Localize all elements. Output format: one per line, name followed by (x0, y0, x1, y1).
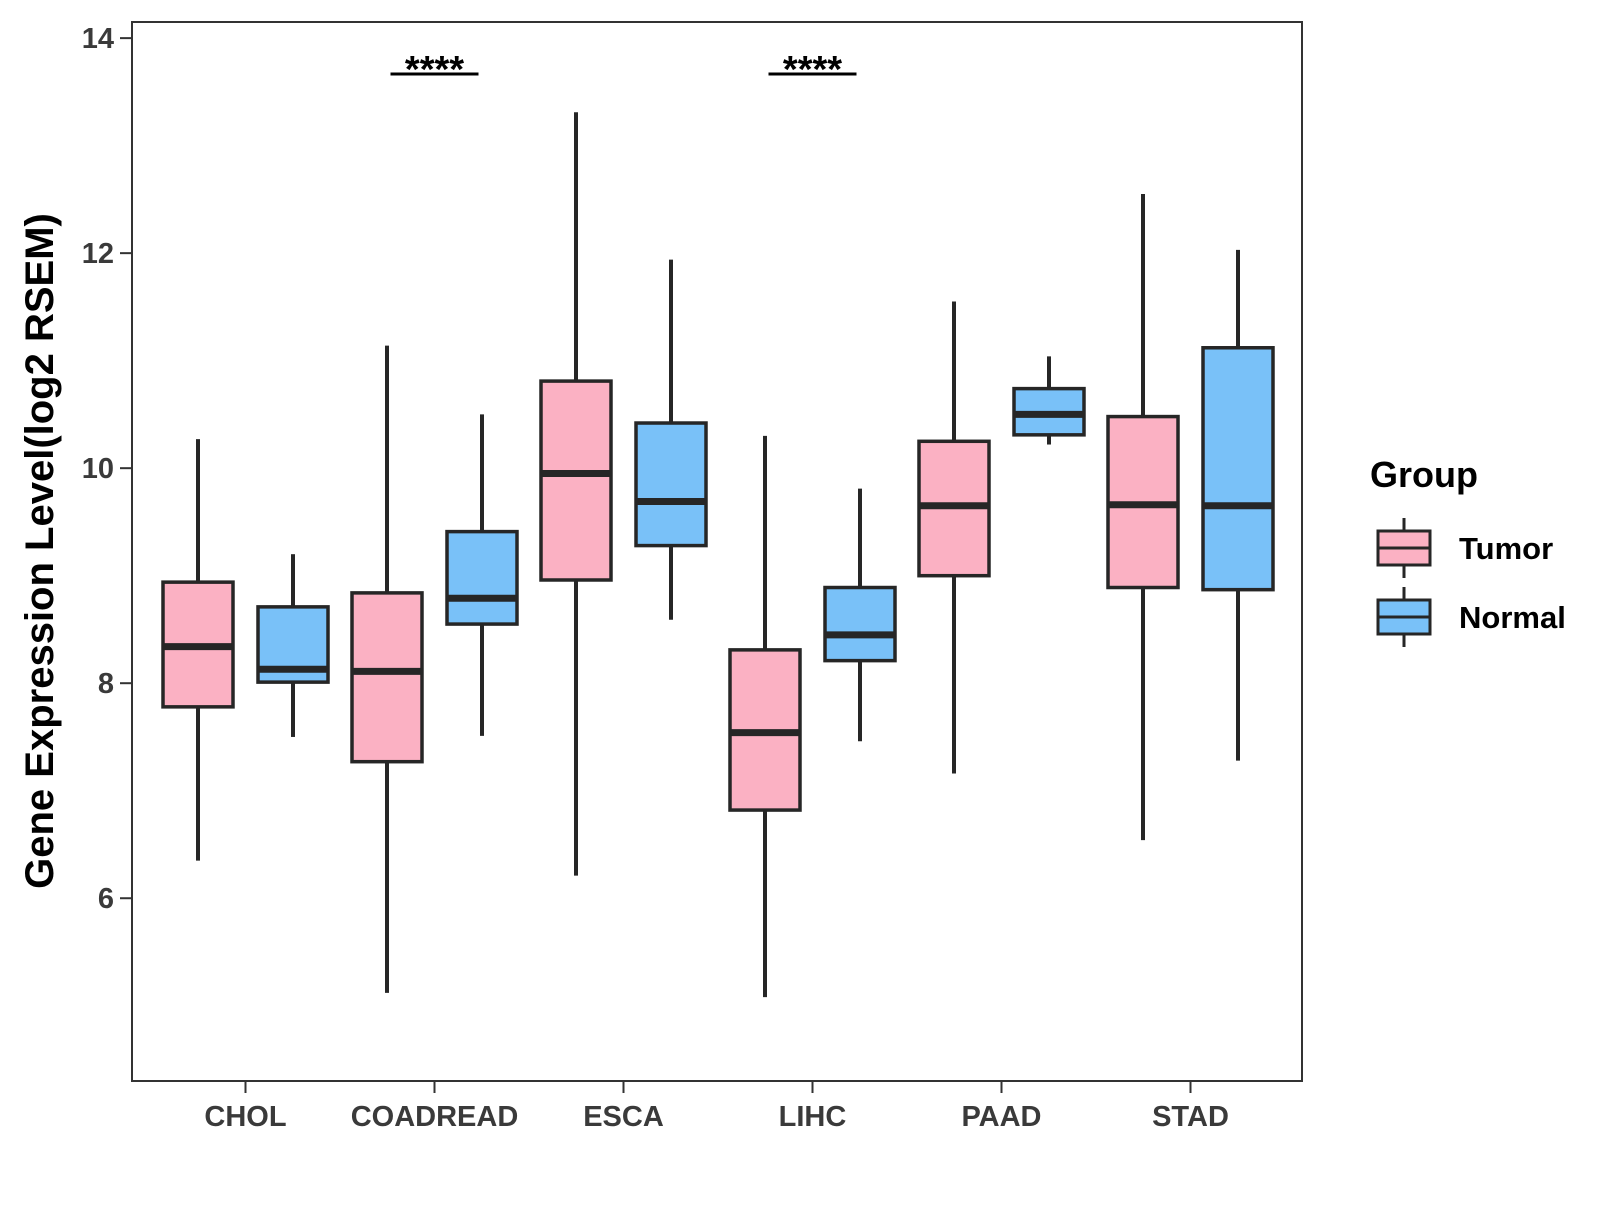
y-tick-label-12: 12 (82, 238, 114, 270)
y-tick-label-14: 14 (82, 23, 114, 55)
box-body-normal-esca (634, 421, 708, 548)
box-body-normal-lihc (823, 585, 897, 663)
legend-label-normal: Normal (1459, 600, 1566, 635)
legend-title: Group (1370, 454, 1478, 495)
x-tick-label-esca: ESCA (583, 1101, 664, 1133)
box-body-tumor-coadread (350, 591, 424, 764)
y-axis-title: Gene Expression Level(log2 RSEM) (18, 213, 62, 889)
box-tumor-esca (539, 112, 613, 876)
box-tumor-stad (1106, 194, 1180, 841)
box-body-normal-coadread (445, 529, 519, 626)
box-normal-paad (1012, 356, 1086, 445)
legend: Group Tumor Normal (1370, 454, 1566, 647)
box-body-normal-stad (1201, 346, 1275, 592)
box-normal-chol (256, 554, 330, 737)
box-normal-lihc (823, 488, 897, 742)
box-tumor-paad (917, 301, 991, 774)
box-normal-coadread (445, 414, 519, 736)
x-tick-label-lihc: LIHC (779, 1101, 847, 1133)
legend-label-tumor: Tumor (1459, 531, 1553, 566)
axis-layer: 6 8 10 12 14 CHOL COADREAD ESCA LIHC PAAD STAD (82, 23, 1229, 1133)
box-body-tumor-esca (539, 379, 613, 582)
legend-entry-tumor: Tumor (1376, 518, 1553, 578)
plot-panel (131, 21, 1303, 1082)
x-tick-label-stad: STAD (1152, 1101, 1229, 1133)
box-tumor-coadread (350, 345, 424, 993)
y-tick-label-10: 10 (82, 453, 114, 485)
legend-entry-normal: Normal (1376, 587, 1566, 647)
box-normal-esca (634, 259, 708, 620)
x-tick-label-coadread: COADREAD (351, 1101, 519, 1133)
x-tick-label-chol: CHOL (204, 1101, 286, 1133)
box-normal-stad (1201, 249, 1275, 761)
x-tick-label-paad: PAAD (961, 1101, 1041, 1133)
box-tumor-lihc (728, 435, 802, 998)
y-tick-label-6: 6 (98, 883, 114, 915)
significance-label-lihc: **** (783, 49, 842, 91)
significance-label-coadread: **** (405, 49, 464, 91)
y-tick-label-8: 8 (98, 668, 114, 700)
marks-layer: **** **** (161, 49, 1275, 998)
box-tumor-chol (161, 439, 235, 861)
